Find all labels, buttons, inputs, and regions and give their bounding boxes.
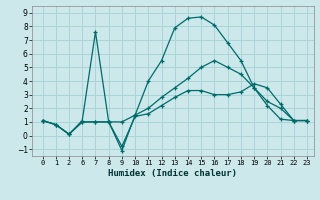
X-axis label: Humidex (Indice chaleur): Humidex (Indice chaleur) xyxy=(108,169,237,178)
